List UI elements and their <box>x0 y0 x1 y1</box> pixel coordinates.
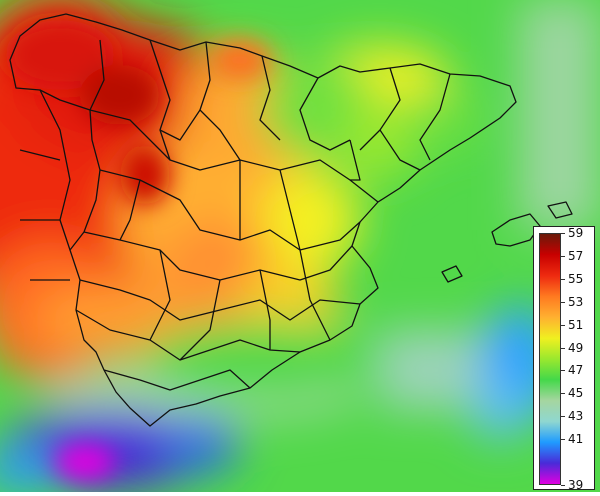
legend-tick <box>561 485 565 486</box>
legend-tick <box>561 301 565 303</box>
legend-label: 57 <box>568 248 584 263</box>
island-ibiza <box>441 265 463 283</box>
legend-tick <box>561 416 565 418</box>
legend-label: 39 <box>568 478 584 492</box>
legend-color-bar <box>539 233 561 485</box>
legend-tick <box>561 324 565 326</box>
legend-label: 55 <box>568 271 584 286</box>
legend-tick <box>561 255 565 257</box>
legend-tick <box>561 370 565 372</box>
legend-label: 59 <box>568 226 584 240</box>
legend-tick <box>561 278 565 280</box>
legend-label: 41 <box>568 432 584 447</box>
coastline <box>9 13 517 427</box>
legend-tick <box>561 233 565 234</box>
legend-label: 43 <box>568 409 584 424</box>
legend-label: 49 <box>568 340 584 355</box>
legend-label: 51 <box>568 317 584 332</box>
legend-tick <box>561 347 565 349</box>
legend-label: 47 <box>568 363 584 378</box>
legend-tick <box>561 393 565 395</box>
province-boundaries <box>9 13 573 427</box>
legend-label: 45 <box>568 386 584 401</box>
legend-tick <box>561 439 565 441</box>
island-menorca <box>547 201 573 219</box>
color-legend: 59 57 55 53 51 49 47 45 43 41 39 <box>533 226 595 492</box>
legend-label: 53 <box>568 294 584 309</box>
